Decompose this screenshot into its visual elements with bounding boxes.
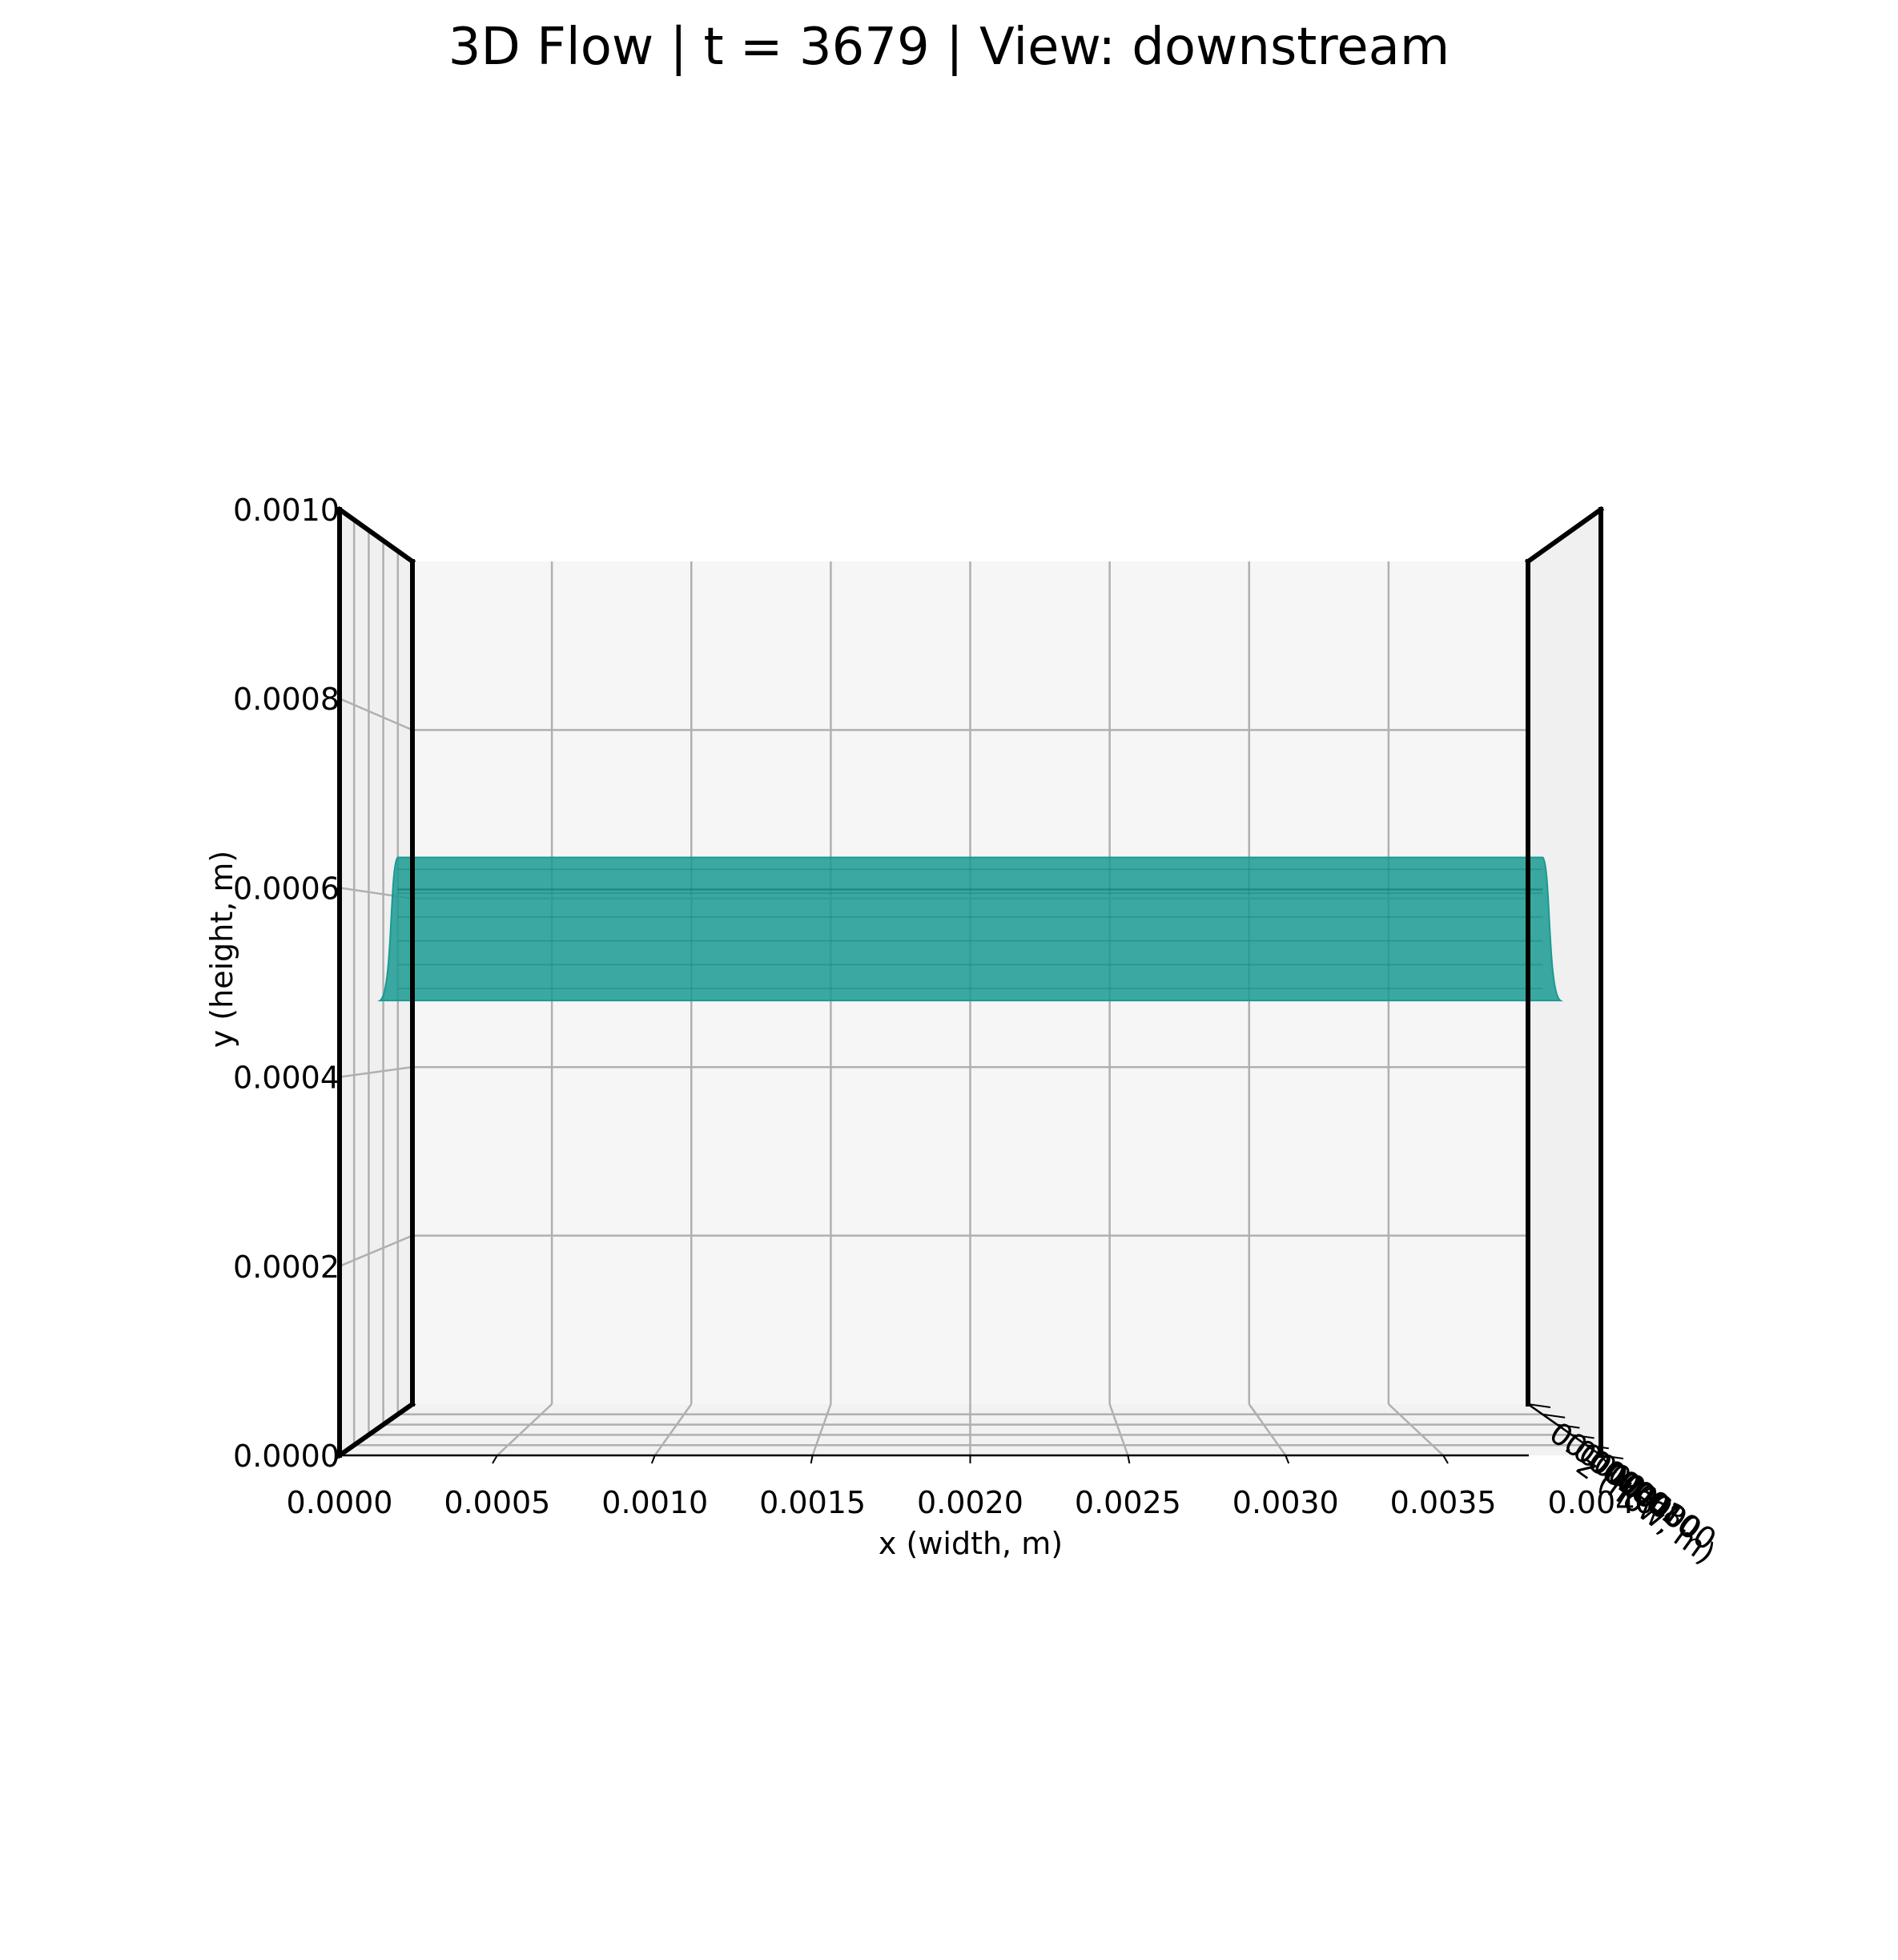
x-tick-mark [810,1455,814,1464]
x-tick-label: 0.0020 [917,1485,1023,1520]
x-tick-label: 0.0005 [444,1485,550,1520]
axes-frame [336,505,1605,1459]
y-axis-label: y (height, m) [204,851,239,1048]
frame-edge-left-bottom [336,1400,416,1459]
x-tick-label: 0.0000 [287,1485,393,1520]
right-pane [1528,509,1601,1455]
x-tick-mark [650,1455,656,1464]
x-tick-mark [1442,1455,1449,1464]
floor-grid-line [1248,1403,1287,1456]
x-tick-mark [1127,1455,1131,1464]
z-tick-mark [1571,1434,1594,1439]
left-pane [340,509,412,1455]
x-tick-mark [1600,1455,1608,1464]
left-pane-grid-line [339,1234,413,1267]
y-tick-label: 0.0002 [233,1250,340,1285]
x-tick-label: 0.0040 [1548,1485,1655,1520]
frame-edge-right-top [1524,505,1605,565]
x-tick-label: 0.0035 [1390,1485,1497,1520]
surface-band [377,856,1563,1002]
x-axis-label: x (width, m) [879,1526,1063,1561]
y-tick-label: 0.0006 [233,871,340,906]
y-tick-label: 0.0010 [233,493,340,528]
x-tick-mark [1285,1455,1290,1464]
x-tick-label: 0.0015 [759,1485,866,1520]
y-tick-label: 0.0000 [233,1439,340,1474]
x-tick-mark [492,1455,498,1464]
y-tick-label: 0.0008 [233,682,340,717]
floor-grid-line [653,1403,693,1456]
flow-surface [377,856,1563,1002]
z-axis-line [1527,1403,1602,1457]
floor-grid-line [1108,1403,1129,1456]
x-tick-label: 0.0010 [601,1485,708,1520]
chart-title: 3D Flow | t = 3679 | View: downstream [448,18,1450,77]
left-pane-grid-line [339,1065,413,1078]
frame-edge-left-top [336,505,416,565]
left-pane-grid-line [339,698,413,731]
x-tick-mark [332,1455,340,1464]
z-tick-mark [1527,1403,1551,1408]
z-tick-mark [1600,1455,1624,1459]
y-tick-label: 0.0004 [233,1060,340,1096]
floor-grid-line [811,1403,832,1456]
z-tick-mark [1542,1413,1566,1419]
x-tick-label: 0.0025 [1075,1485,1181,1520]
z-tick-mark [1557,1423,1580,1429]
x-tick-label: 0.0030 [1232,1485,1339,1520]
z-tick-mark [1586,1444,1609,1450]
floor-grid-line [497,1403,553,1456]
floor-grid-line [1388,1403,1444,1456]
